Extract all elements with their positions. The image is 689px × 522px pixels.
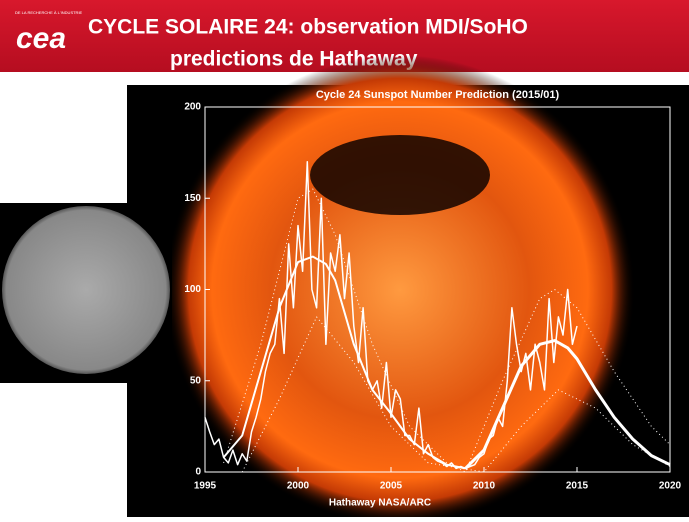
magnetogram-disk — [2, 206, 170, 374]
y-tick-label: 50 — [190, 375, 202, 386]
series-line — [464, 339, 671, 470]
y-tick-label: 150 — [184, 193, 201, 204]
series-line — [222, 255, 466, 470]
chart-title: Cycle 24 Sunspot Number Prediction (2015… — [316, 89, 560, 101]
logo-tagline: DE LA RECHERCHE À L'INDUSTRIE — [15, 10, 83, 15]
chart-footer: Hathaway NASA/ARC — [329, 498, 431, 509]
coronal-hole — [310, 135, 490, 215]
x-tick-label: 2010 — [473, 481, 496, 492]
x-tick-label: 2005 — [380, 481, 403, 492]
x-tick-label: 1995 — [194, 481, 217, 492]
x-tick-label: 2015 — [566, 481, 589, 492]
x-tick-label: 2020 — [659, 481, 682, 492]
sun-corona — [165, 55, 635, 522]
y-tick-label: 100 — [184, 284, 201, 295]
logo: cea — [16, 22, 66, 55]
title-line: CYCLE SOLAIRE 24: observation MDI/SoHO — [88, 16, 528, 39]
header-band — [0, 0, 689, 72]
series-line — [204, 161, 578, 470]
y-tick-label: 200 — [184, 102, 201, 113]
x-tick-label: 2000 — [287, 481, 310, 492]
y-tick-label: 0 — [195, 467, 201, 478]
